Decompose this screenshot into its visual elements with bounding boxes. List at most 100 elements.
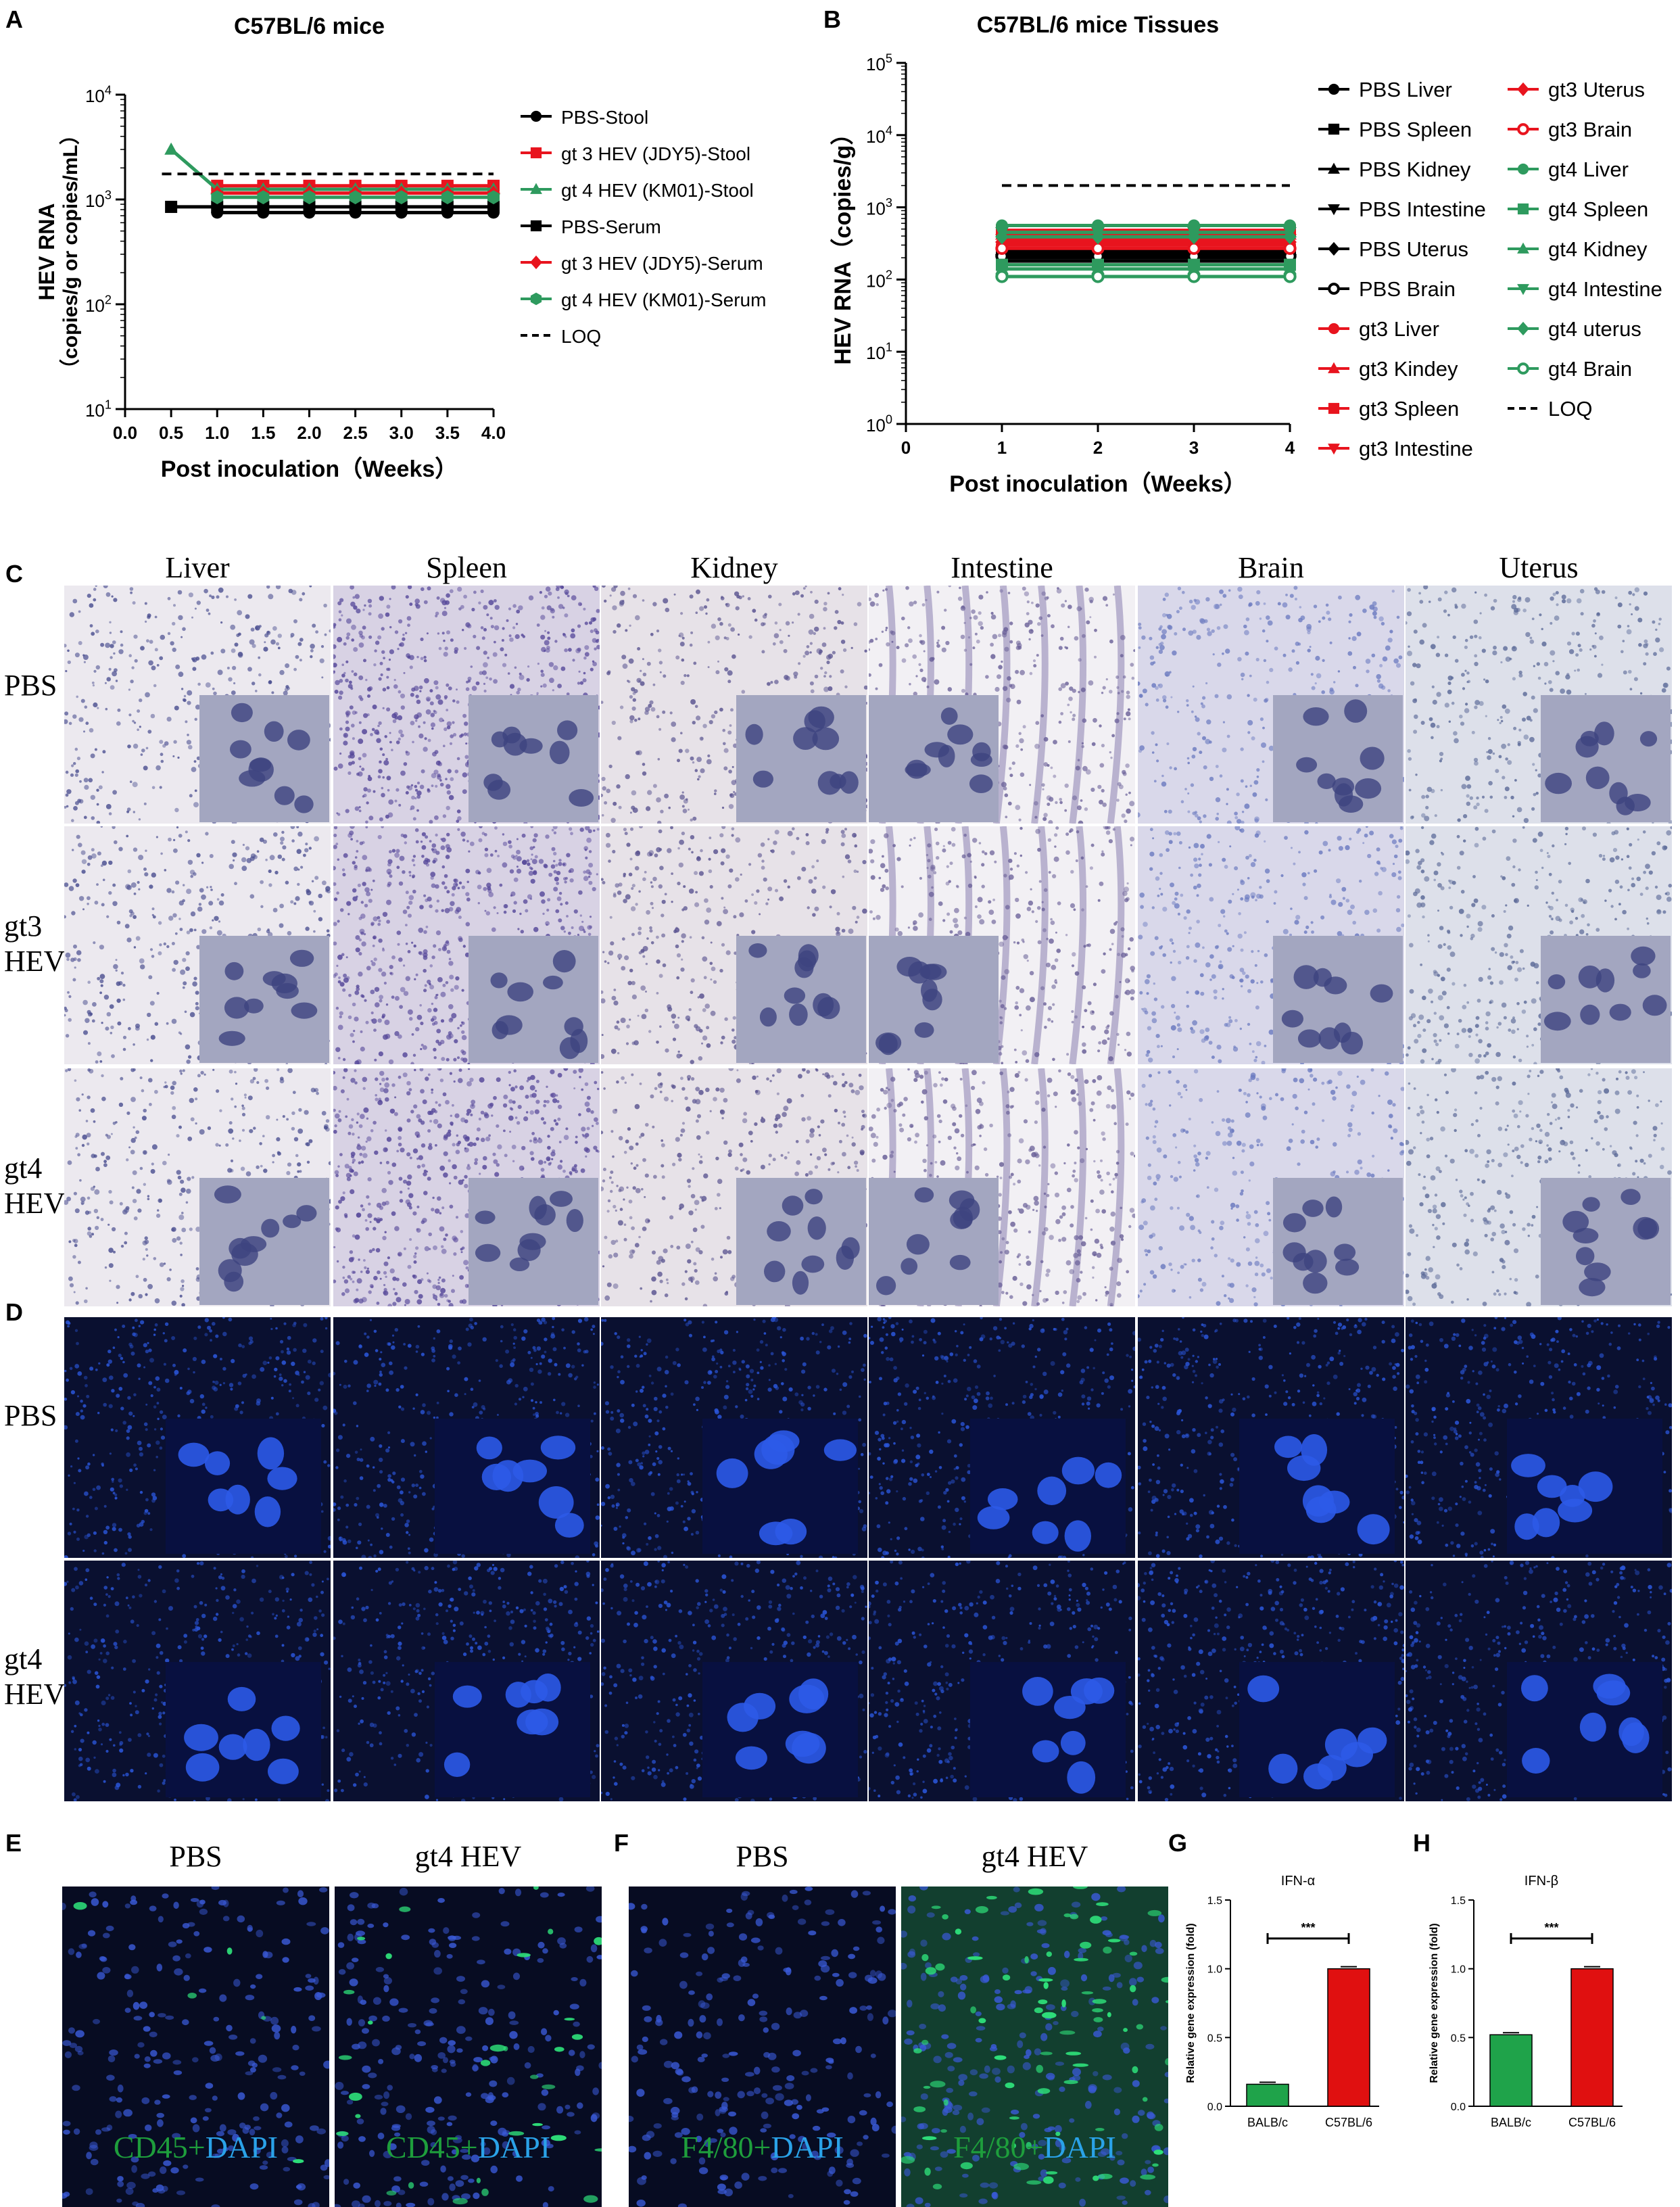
ihc-image-uterus <box>1406 826 1672 1064</box>
dapi-image-brain <box>1138 1317 1404 1558</box>
stain-marker: CD45 <box>114 2130 188 2164</box>
x-tick-label: BALB/c <box>1491 2116 1531 2129</box>
data-point <box>165 201 177 213</box>
legend-label: gt3 Brain <box>1548 118 1632 141</box>
chart-title: C57BL/6 mice <box>234 14 385 39</box>
y-axis-label: HEV RNA（copies/g） <box>830 122 856 365</box>
column-label-liver: Liver <box>64 550 331 585</box>
legend-item-gt-4-hev-km01-stool: gt 4 HEV (KM01)-Stool <box>521 180 754 201</box>
stain-dapi: DAPI <box>1043 2130 1115 2164</box>
legend-item-pbs-serum: PBS-Serum <box>521 216 661 237</box>
legend-item-gt-4-hev-km01-serum: gt 4 HEV (KM01)-Serum <box>521 289 766 310</box>
x-tick-label: 0.5 <box>159 423 183 443</box>
legend-item-pbs-spleen: PBS Spleen <box>1318 118 1472 141</box>
legend-label: gt 3 HEV (JDY5)-Stool <box>561 143 750 164</box>
legend-marker <box>1518 124 1528 134</box>
x-tick-label: 1.5 <box>251 423 275 443</box>
cd45-caption: CD45+DAPI <box>335 2130 602 2165</box>
x-tick-label: C57BL/6 <box>1568 2116 1616 2129</box>
dapi-image-spleen <box>333 1561 600 1801</box>
legend-label: gt4 Kidney <box>1548 237 1648 261</box>
legend-marker <box>530 256 542 269</box>
legend-marker <box>1328 124 1339 135</box>
panel-label-e: E <box>5 1829 22 1857</box>
series-gt4-brain <box>997 271 1295 281</box>
ihc-image-kidney <box>601 586 867 824</box>
data-point <box>1285 243 1295 254</box>
legend-marker <box>1328 242 1340 256</box>
panel-label-d: D <box>5 1298 23 1327</box>
ihc-image-spleen <box>333 826 600 1064</box>
legend-label: gt4 Spleen <box>1548 197 1648 221</box>
row-label-pbs: PBS <box>4 1398 57 1433</box>
ihc-image-uterus <box>1406 586 1672 824</box>
y-tick-label: 104 <box>85 83 112 106</box>
chart-title: IFN-α <box>1281 1874 1315 1889</box>
legend-item-pbs-kidney: PBS Kidney <box>1318 158 1471 181</box>
f480-caption: F4/80+DAPI <box>629 2130 896 2165</box>
stain-separator: + <box>754 2130 771 2164</box>
legend-label: gt 4 HEV (KM01)-Stool <box>561 180 754 201</box>
ihc-image-liver <box>64 826 331 1064</box>
ihc-image-liver <box>64 1068 331 1306</box>
ihc-image-liver <box>64 586 331 824</box>
stain-dapi: DAPI <box>478 2130 550 2164</box>
data-point <box>997 243 1007 254</box>
y-axis-label: Relative gene expression (fold) <box>1429 1923 1440 2083</box>
x-tick-label: 1 <box>997 437 1007 458</box>
y-tick-label: 0.5 <box>1207 2033 1222 2044</box>
legend-label: PBS Spleen <box>1359 118 1472 141</box>
legend-label: PBS Kidney <box>1359 158 1471 181</box>
legend-marker <box>1518 204 1529 214</box>
legend-item-gt3-liver: gt3 Liver <box>1318 317 1439 341</box>
stain-separator: + <box>1026 2130 1044 2164</box>
legend-marker <box>1517 82 1529 96</box>
legend-label: gt3 Intestine <box>1359 437 1473 460</box>
legend-item-gt3-kindey: gt3 Kindey <box>1318 357 1458 381</box>
data-point <box>1285 271 1295 281</box>
data-point <box>1189 271 1199 281</box>
y-tick-label: 104 <box>866 124 892 147</box>
legend-label: PBS Brain <box>1359 277 1456 301</box>
legend-item-gt4-brain: gt4 Brain <box>1508 357 1632 381</box>
y-tick-label: 1.5 <box>1207 1895 1222 1907</box>
ihc-image-spleen <box>333 586 600 824</box>
y-tick-label: 101 <box>866 341 892 364</box>
legend-item-gt4-kidney: gt4 Kidney <box>1508 237 1648 261</box>
panel-label-c: C <box>5 560 23 588</box>
dapi-image-spleen <box>333 1317 600 1558</box>
legend-marker <box>1518 164 1529 174</box>
legend-label: gt4 Brain <box>1548 357 1632 381</box>
stain-separator: + <box>460 2130 478 2164</box>
chart-title: IFN-β <box>1525 1874 1558 1889</box>
y-tick-label: 1.0 <box>1207 1964 1222 1976</box>
stain-marker: F4/80 <box>953 2130 1026 2164</box>
legend-label: PBS Uterus <box>1359 237 1468 261</box>
y-tick-label: 0.0 <box>1451 2102 1466 2113</box>
y-tick-label: 0.0 <box>1207 2102 1222 2113</box>
legend-marker <box>531 293 542 306</box>
y-tick-label: 102 <box>866 268 892 291</box>
legend-item-gt4-intestine: gt4 Intestine <box>1508 277 1662 301</box>
x-tick-label: 3 <box>1189 437 1199 458</box>
legend-item-pbs-stool: PBS-Stool <box>521 107 648 128</box>
bar-balb-c <box>1490 2035 1532 2106</box>
x-tick-label: 4.0 <box>481 423 506 443</box>
legend-item-pbs-liver: PBS Liver <box>1318 78 1452 101</box>
y-tick-label: 103 <box>85 188 112 211</box>
dapi-image-intestine <box>869 1317 1135 1558</box>
x-tick-label: 3.5 <box>435 423 460 443</box>
ihc-image-brain <box>1138 586 1404 824</box>
y-tick-label: 101 <box>85 398 112 421</box>
legend-item-pbs-brain: PBS Brain <box>1318 277 1456 301</box>
column-label-spleen: Spleen <box>333 550 600 585</box>
legend-label: PBS-Serum <box>561 216 661 237</box>
ihc-image-brain <box>1138 1068 1404 1306</box>
legend-item-gt-3-hev-jdy5-stool: gt 3 HEV (JDY5)-Stool <box>521 143 750 164</box>
x-tick-label: 1.0 <box>205 423 229 443</box>
legend-marker <box>1328 84 1339 95</box>
y-tick-label: 105 <box>866 51 892 74</box>
